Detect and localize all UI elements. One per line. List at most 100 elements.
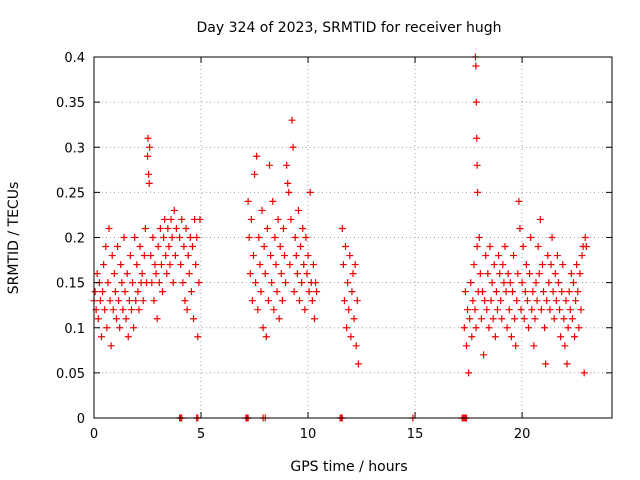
data-point-marker bbox=[269, 197, 277, 205]
data-point-marker bbox=[287, 215, 295, 223]
data-point-marker bbox=[286, 261, 294, 269]
x-tick-label: 15 bbox=[407, 427, 424, 442]
data-point-marker bbox=[131, 234, 139, 241]
data-point-marker bbox=[152, 270, 160, 278]
data-point-marker bbox=[480, 351, 488, 359]
data-point-marker bbox=[186, 234, 194, 241]
data-point-marker bbox=[115, 297, 123, 305]
data-point-marker bbox=[496, 270, 504, 278]
data-point-marker bbox=[97, 333, 105, 341]
data-point-marker bbox=[176, 234, 184, 241]
data-point-marker bbox=[122, 315, 130, 323]
data-point-marker bbox=[472, 62, 480, 70]
data-point-marker bbox=[560, 315, 568, 323]
data-point-marker bbox=[491, 333, 499, 341]
data-point-marker bbox=[246, 270, 254, 278]
data-point-marker bbox=[471, 306, 479, 314]
data-point-marker bbox=[94, 315, 102, 323]
data-point-marker bbox=[302, 234, 310, 241]
data-point-marker bbox=[183, 306, 191, 314]
data-point-marker bbox=[342, 243, 350, 251]
data-point-marker bbox=[170, 206, 178, 214]
data-point-marker bbox=[489, 315, 497, 323]
data-point-marker bbox=[291, 234, 299, 241]
data-point-marker bbox=[510, 252, 518, 260]
data-point-marker bbox=[566, 306, 574, 314]
data-point-marker bbox=[568, 315, 576, 323]
data-point-marker bbox=[290, 288, 298, 296]
data-point-marker bbox=[467, 279, 475, 287]
x-axis-label: GPS time / hours bbox=[290, 459, 407, 475]
data-point-marker bbox=[548, 234, 556, 241]
data-point-marker bbox=[309, 261, 317, 269]
data-point-marker bbox=[534, 243, 542, 251]
data-point-marker bbox=[121, 288, 129, 296]
data-point-marker bbox=[144, 152, 152, 160]
data-point-marker bbox=[194, 333, 202, 341]
data-point-marker bbox=[283, 161, 291, 169]
data-point-marker bbox=[188, 243, 196, 251]
data-point-marker bbox=[303, 270, 311, 278]
data-point-marker bbox=[125, 297, 133, 305]
data-point-marker bbox=[153, 315, 161, 323]
data-points bbox=[90, 53, 590, 422]
data-point-marker bbox=[123, 270, 131, 278]
data-point-marker bbox=[100, 261, 108, 269]
data-point-marker bbox=[305, 288, 313, 296]
data-point-marker bbox=[492, 288, 500, 296]
data-point-marker bbox=[501, 243, 509, 251]
data-point-marker bbox=[479, 288, 486, 296]
data-point-marker bbox=[195, 279, 203, 287]
data-point-marker bbox=[552, 297, 560, 305]
data-point-marker bbox=[299, 224, 307, 232]
data-point-marker bbox=[118, 279, 126, 287]
data-point-marker bbox=[244, 197, 252, 205]
data-point-marker bbox=[488, 279, 496, 287]
data-point-marker bbox=[300, 261, 308, 269]
data-point-marker bbox=[144, 134, 152, 142]
x-tick-label: 5 bbox=[197, 427, 205, 442]
data-point-marker bbox=[101, 306, 109, 314]
data-point-marker bbox=[517, 306, 525, 314]
data-point-marker bbox=[256, 261, 264, 269]
data-point-marker bbox=[569, 279, 577, 287]
data-point-marker bbox=[522, 261, 530, 269]
data-point-marker bbox=[275, 315, 283, 323]
y-tick-label: 0 bbox=[77, 412, 85, 427]
data-point-marker bbox=[109, 306, 117, 314]
data-point-marker bbox=[272, 261, 280, 269]
data-point-marker bbox=[558, 288, 566, 296]
data-point-marker bbox=[516, 224, 524, 232]
data-point-marker bbox=[177, 261, 185, 269]
chart-title: Day 324 of 2023, SRMTID for receiver hug… bbox=[197, 20, 502, 36]
data-point-marker bbox=[502, 288, 510, 296]
data-point-marker bbox=[523, 297, 531, 305]
data-point-marker bbox=[158, 288, 166, 296]
data-point-marker bbox=[529, 288, 537, 296]
data-point-marker bbox=[293, 270, 301, 278]
data-point-marker bbox=[540, 288, 548, 296]
data-point-marker bbox=[120, 234, 128, 241]
data-point-marker bbox=[351, 261, 359, 269]
data-point-marker bbox=[511, 315, 519, 323]
data-point-marker bbox=[253, 152, 261, 160]
data-point-marker bbox=[271, 234, 279, 241]
data-point-marker bbox=[162, 252, 170, 260]
data-point-marker bbox=[348, 288, 356, 296]
data-point-marker bbox=[462, 342, 470, 350]
data-point-marker bbox=[139, 297, 147, 305]
data-point-marker bbox=[148, 279, 156, 287]
x-tick-label: 20 bbox=[514, 427, 531, 442]
data-point-marker bbox=[562, 297, 570, 305]
data-point-marker bbox=[515, 197, 523, 205]
data-point-marker bbox=[255, 234, 263, 241]
data-point-marker bbox=[138, 270, 146, 278]
data-point-marker bbox=[482, 252, 490, 260]
data-point-marker bbox=[126, 252, 134, 260]
data-point-marker bbox=[544, 252, 552, 260]
data-point-marker bbox=[298, 279, 306, 287]
data-point-marker bbox=[168, 234, 176, 241]
data-point-marker bbox=[99, 288, 107, 296]
data-point-marker bbox=[145, 170, 153, 178]
